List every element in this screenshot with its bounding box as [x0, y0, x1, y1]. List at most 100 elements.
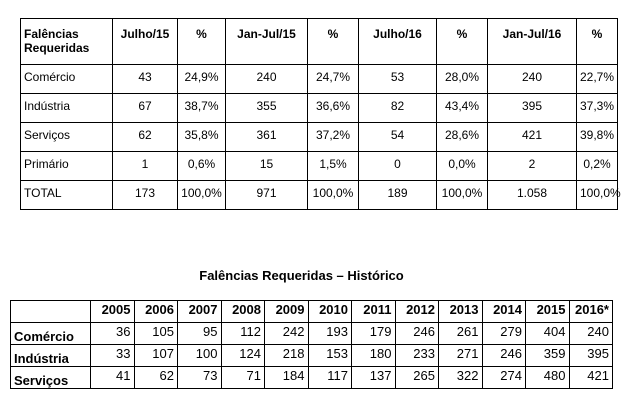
row-label: Indústria — [20, 93, 113, 123]
header-cell: % — [576, 18, 618, 65]
row-label: Serviços — [20, 122, 113, 152]
cell: 107 — [133, 344, 178, 367]
cell: 271 — [438, 344, 483, 367]
cell: 246 — [481, 344, 526, 367]
data-row: Indústria 67 38,7% 355 36,6% 82 43,4% 395 37,3% — [20, 93, 618, 123]
cell: 112 — [220, 322, 265, 345]
cell: 95 — [177, 322, 222, 345]
cell: 67 — [112, 93, 178, 123]
cell: 28,6% — [436, 122, 488, 152]
header-cell: % — [177, 18, 226, 65]
cell: 33 — [90, 344, 135, 367]
header-cell: 2013 — [438, 300, 483, 323]
cell: 43,4% — [436, 93, 488, 123]
cell: 421 — [487, 122, 577, 152]
cell: 37,2% — [307, 122, 359, 152]
cell: 137 — [351, 366, 396, 389]
data-row: Indústria 33 107 100 124 218 153 180 233 271 246 35… — [10, 344, 613, 367]
cell: 62 — [133, 366, 178, 389]
cell: 105 — [133, 322, 178, 345]
cell: 2 — [487, 151, 577, 181]
cell: 421 — [568, 366, 613, 389]
header-cell: 2011 — [351, 300, 396, 323]
cell: 240 — [487, 64, 577, 94]
cell: 480 — [525, 366, 570, 389]
cell: 240 — [225, 64, 308, 94]
data-row: Serviços 62 35,8% 361 37,2% 54 28,6% 421 39,8% — [20, 122, 618, 152]
corner-cell — [10, 300, 91, 323]
row-label: Serviços — [10, 366, 91, 389]
cell: 100,0% — [307, 180, 359, 210]
data-row: Comércio 43 24,9% 240 24,7% 53 28,0% 240 22,7% — [20, 64, 618, 94]
header-cell: % — [307, 18, 359, 65]
cell: 240 — [568, 322, 613, 345]
data-row: TOTAL 173 100,0% 971 100,0% 189 100,0% 1.058 100… — [20, 180, 621, 210]
cell: 153 — [307, 344, 352, 367]
header-cell: Falências Requeridas — [20, 18, 113, 65]
cell: 179 — [351, 322, 396, 345]
cell: 274 — [481, 366, 526, 389]
row-label: Comércio — [10, 322, 91, 345]
history-title: Falências Requeridas – Histórico — [199, 268, 404, 283]
cell: 322 — [438, 366, 483, 389]
cell: 39,8% — [576, 122, 618, 152]
cell: 35,8% — [177, 122, 226, 152]
cell: 361 — [225, 122, 308, 152]
header-cell: 2015 — [525, 300, 570, 323]
cell: 1 — [112, 151, 178, 181]
cell: 82 — [358, 93, 437, 123]
cell: 73 — [177, 366, 222, 389]
cell: 359 — [525, 344, 570, 367]
cell: 36,6% — [307, 93, 359, 123]
header-cell: Julho/15 — [112, 18, 178, 65]
cell: 24,7% — [307, 64, 359, 94]
header-cell: 2016* — [568, 300, 613, 323]
header-cell: 2007 — [177, 300, 222, 323]
cell: 124 — [220, 344, 265, 367]
cell: 180 — [351, 344, 396, 367]
row-label: TOTAL — [20, 180, 113, 210]
cell: 233 — [394, 344, 439, 367]
cell: 261 — [438, 322, 483, 345]
cell: 355 — [225, 93, 308, 123]
cell: 22,7% — [576, 64, 618, 94]
cell: 1,5% — [307, 151, 359, 181]
cell: 189 — [358, 180, 437, 210]
cell: 395 — [568, 344, 613, 367]
cell: 395 — [487, 93, 577, 123]
cell: 100,0% — [576, 180, 621, 210]
header-cell: 2014 — [481, 300, 526, 323]
header-cell: 2008 — [220, 300, 265, 323]
data-row: Primário 1 0,6% 15 1,5% 0 0,0% 2 0,2% — [20, 151, 618, 181]
header-cell: 2012 — [394, 300, 439, 323]
cell: 265 — [394, 366, 439, 389]
header-cell: % — [436, 18, 488, 65]
cell: 24,9% — [177, 64, 226, 94]
history-table: 2005 2006 2007 2008 2009 2010 2011 2012 2013 2014… — [10, 300, 613, 389]
cell: 54 — [358, 122, 437, 152]
cell: 246 — [394, 322, 439, 345]
cell: 971 — [225, 180, 308, 210]
cell: 173 — [112, 180, 178, 210]
cell: 37,3% — [576, 93, 618, 123]
header-cell: 2010 — [307, 300, 352, 323]
cell: 218 — [264, 344, 309, 367]
cell: 28,0% — [436, 64, 488, 94]
cell: 43 — [112, 64, 178, 94]
cell: 0,6% — [177, 151, 226, 181]
cell: 193 — [307, 322, 352, 345]
cell: 53 — [358, 64, 437, 94]
header-cell: 2006 — [133, 300, 178, 323]
cell: 404 — [525, 322, 570, 345]
cell: 279 — [481, 322, 526, 345]
cell: 184 — [264, 366, 309, 389]
header-row: Falências Requeridas Julho/15% Jan-Jul/15%… — [20, 18, 618, 65]
header-cell: Jan-Jul/15 — [225, 18, 308, 65]
cell: 15 — [225, 151, 308, 181]
data-row: Serviços 41 62 73 71 184 117 137 265 322 274 480 421 — [10, 366, 613, 389]
cell: 100 — [177, 344, 222, 367]
cell: 38,7% — [177, 93, 226, 123]
cell: 36 — [90, 322, 135, 345]
header-cell: Julho/16 — [358, 18, 437, 65]
